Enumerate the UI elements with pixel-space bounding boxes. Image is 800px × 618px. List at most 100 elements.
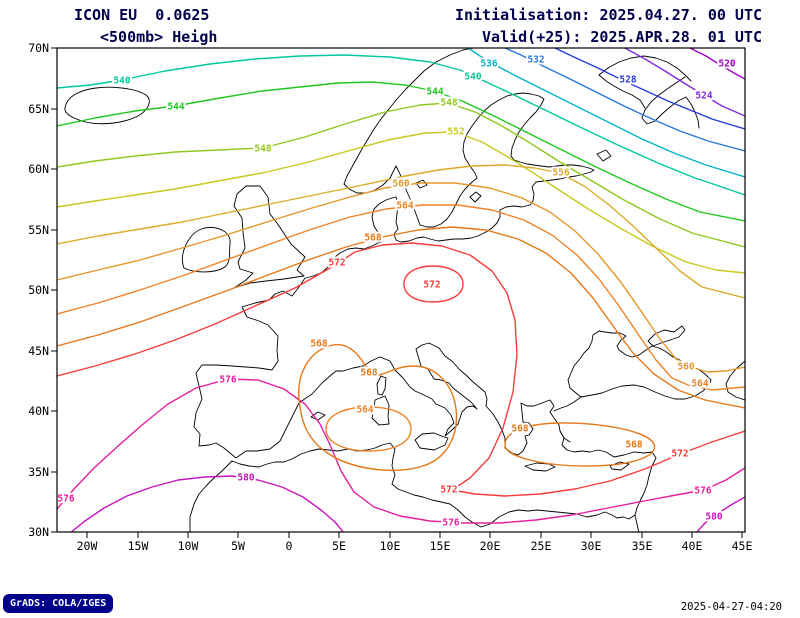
contour-label-564: 564 [356, 405, 373, 416]
contour-label-536: 536 [480, 59, 497, 70]
contour-line-528 [554, 48, 745, 130]
contour-label-560: 560 [392, 179, 409, 190]
contour-line-520 [689, 48, 745, 80]
lon-label-45E: 45E [732, 539, 753, 553]
lon-label-35E: 35E [632, 539, 653, 553]
contour-label-548: 548 [254, 144, 271, 155]
coastline-gulf-of-finland [510, 155, 595, 183]
contour-label-572: 572 [423, 280, 440, 291]
contour-label-568: 568 [310, 339, 327, 350]
contour-line-540 [57, 54, 745, 196]
contour-line-548 [57, 102, 745, 248]
lon-label-15E: 15E [430, 539, 451, 553]
contour-label-572: 572 [328, 258, 345, 269]
coastline-caspian-edge [725, 360, 745, 401]
contour-line-536 [467, 48, 745, 178]
contour-label-572: 572 [440, 485, 457, 496]
contour-label-568: 568 [360, 368, 377, 379]
contour-label-540: 540 [464, 72, 481, 83]
valid-time: Valid(+25): 2025.APR.28. 01 UTC [482, 28, 762, 46]
contour-line-532 [504, 48, 745, 152]
creation-timestamp: 2025-04-27-04:20 [680, 601, 782, 613]
lon-label-5E: 5E [332, 539, 346, 553]
lat-label-55N: 55N [28, 223, 49, 237]
coastline-gotland [469, 191, 482, 203]
lon-label-5W: 5W [231, 539, 245, 553]
grads-logo: GrADS: COLA/IGES [3, 594, 114, 613]
lake-vanern [415, 179, 428, 189]
lon-label-20E: 20E [480, 539, 501, 553]
contour-line-580 [695, 496, 745, 532]
contour-label-568: 568 [364, 233, 381, 244]
coastline-italy [379, 342, 478, 437]
contour-line-572 [403, 265, 464, 303]
coastline-bothnia [462, 92, 545, 179]
contour-line-552 [57, 131, 745, 274]
contour-label-544: 544 [167, 102, 184, 113]
coastline-sweden-east [419, 177, 478, 228]
contour-line-580 [70, 475, 345, 532]
contour-label-524: 524 [695, 91, 712, 102]
contour-line-576 [57, 378, 745, 524]
model-title: ICON EU 0.0625 [74, 6, 210, 24]
coastline-lowcountries-germany-denmark [305, 196, 402, 279]
initialisation-time: Initialisation: 2025.04.27. 00 UTC [454, 6, 762, 24]
lat-label-45N: 45N [28, 344, 49, 358]
contour-label-520: 520 [718, 59, 735, 70]
coastline-cyprus [609, 461, 630, 471]
coastline-kandalaksha [598, 74, 646, 109]
contour-label-548: 548 [440, 98, 457, 109]
coastline-britain [233, 185, 306, 289]
lat-label-65N: 65N [28, 102, 49, 116]
coastline-crete [524, 462, 556, 472]
coastline-north-africa [189, 442, 636, 532]
lon-label-25E: 25E [531, 539, 552, 553]
lon-label-10E: 10E [380, 539, 401, 553]
coastline-baltic-south [400, 181, 537, 243]
contour-lines [57, 48, 745, 532]
contour-line-564 [57, 204, 745, 391]
contour-label-556: 556 [552, 168, 569, 179]
coastline-ireland [181, 227, 231, 273]
contour-line-568 [57, 226, 745, 409]
lat-label-70N: 70N [28, 41, 49, 55]
lake-ladoga [596, 149, 612, 162]
latitude-axis: 70N 65N 60N 55N 50N 45N 40N 35N 30N [28, 41, 57, 539]
contour-label-540: 540 [113, 76, 130, 87]
contour-line-564 [325, 406, 412, 452]
contour-line-572 [57, 242, 745, 497]
coastline-azov-sea [647, 325, 686, 347]
coastline-sardinia [371, 395, 390, 426]
lat-label-30N: 30N [28, 525, 49, 539]
contour-label-572: 572 [671, 449, 688, 460]
lon-label-0: 0 [286, 539, 293, 553]
lat-label-35N: 35N [28, 465, 49, 479]
lon-label-10W: 10W [178, 539, 199, 553]
contour-label-564: 564 [691, 379, 708, 390]
coastline-france-iberia [193, 277, 381, 459]
lon-label-15W: 15W [128, 539, 149, 553]
contour-label-576: 576 [219, 375, 236, 386]
contour-label-564: 564 [396, 201, 413, 212]
coastline-kola-north [598, 55, 692, 82]
contour-label-552: 552 [447, 127, 464, 138]
contour-line-544 [57, 81, 745, 222]
coastline-balkans-greece [428, 342, 571, 456]
contour-label-580: 580 [705, 512, 722, 523]
contour-label-576: 576 [57, 494, 74, 505]
coastline-marmara [553, 396, 582, 412]
coastline-sicily [414, 432, 449, 451]
coastline-black-sea [567, 330, 712, 400]
lon-label-40E: 40E [682, 539, 703, 553]
lon-label-20W: 20W [77, 539, 98, 553]
coastlines [64, 48, 745, 532]
contour-line-556 [57, 164, 745, 299]
contour-label-544: 544 [426, 87, 443, 98]
lat-label-60N: 60N [28, 162, 49, 176]
coastline-mallorca [310, 411, 326, 421]
contour-label-532: 532 [527, 55, 544, 66]
field-title: <500mb> Heigh [100, 28, 218, 46]
contour-label-576: 576 [442, 518, 459, 529]
